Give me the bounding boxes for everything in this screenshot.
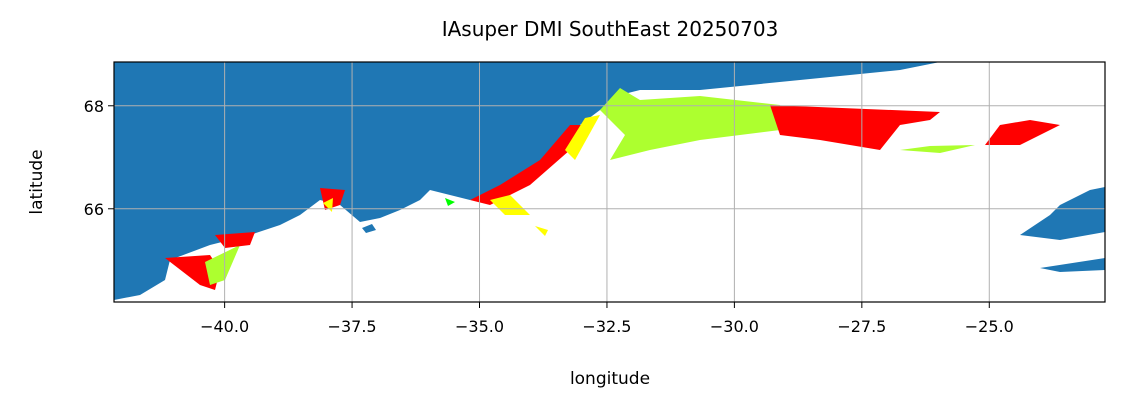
y-tick-label: 66 xyxy=(84,200,104,219)
x-tick-label: −37.5 xyxy=(328,317,377,336)
chart-title: IAsuper DMI SouthEast 20250703 xyxy=(442,17,779,41)
land xyxy=(362,224,376,233)
x-tick-label: −30.0 xyxy=(710,317,759,336)
land xyxy=(1040,258,1105,272)
map-layer xyxy=(114,62,1105,300)
land xyxy=(1020,187,1105,240)
plot-frame xyxy=(113,61,1106,303)
ice xyxy=(470,125,585,205)
x-tick-label: −35.0 xyxy=(455,317,504,336)
ice xyxy=(535,226,548,236)
x-tick-label: −32.5 xyxy=(582,317,631,336)
land xyxy=(114,62,940,300)
grid xyxy=(114,62,1105,302)
ice xyxy=(490,195,530,215)
x-tick-label: −27.5 xyxy=(837,317,886,336)
y-tick-label: 68 xyxy=(84,97,104,116)
x-tick-label: −40.0 xyxy=(200,317,249,336)
x-axis-label: longitude xyxy=(570,369,650,389)
ice xyxy=(445,198,455,206)
ice xyxy=(565,115,600,160)
y-axis-label: latitude xyxy=(27,149,47,214)
ice xyxy=(600,88,780,160)
ice xyxy=(900,145,975,153)
ice xyxy=(770,105,940,150)
x-tick-label: −25.0 xyxy=(965,317,1014,336)
ice xyxy=(205,245,240,285)
ice xyxy=(985,120,1060,145)
